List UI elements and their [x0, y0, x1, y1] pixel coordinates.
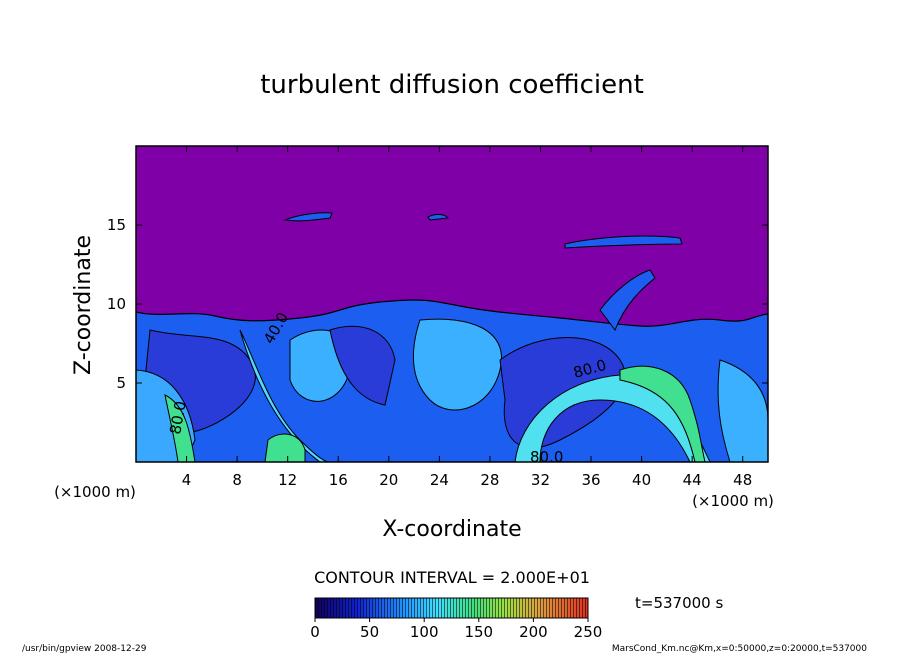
x-unit: (×1000 m) [692, 492, 774, 510]
field-region [164, 394, 196, 462]
x-tick-label: 40 [632, 471, 651, 489]
field-region [427, 214, 449, 221]
y-tick-label: 15 [107, 216, 126, 234]
x-axis-label: X-coordinate [382, 517, 521, 542]
x-tick-label: 24 [430, 471, 449, 489]
x-tick-label: 48 [733, 471, 752, 489]
y-tick-label: 10 [107, 295, 126, 313]
field-region [564, 235, 683, 249]
footer-left: /usr/bin/gpview 2008-12-29 [22, 644, 147, 654]
contour-label: 80.0 [166, 400, 190, 436]
x-tick-label: 8 [232, 471, 242, 489]
colorbar-tick-label: 0 [310, 623, 320, 641]
field-region [329, 325, 396, 406]
y-axis-label: Z-coordinate [71, 235, 96, 375]
x-tick-label: 4 [182, 471, 192, 489]
contour-interval: CONTOUR INTERVAL = 2.000E+01 [314, 568, 590, 587]
contour-label: 80.0 [530, 448, 563, 466]
contour-field: 40.0 80.0 80.0 80.0 [136, 146, 768, 466]
x-tick-label: 28 [480, 471, 499, 489]
y-unit: (×1000 m) [54, 483, 136, 501]
field-region [717, 359, 768, 462]
footer-right: MarsCond_Km.nc@Km,x=0:50000,z=0:20000,t=… [612, 644, 867, 654]
colorbar-tick-label: 100 [410, 623, 439, 641]
colorbar-tick-label: 150 [464, 623, 493, 641]
colorbar-frame [314, 597, 589, 619]
time-label: t=537000 s [635, 594, 723, 612]
y-tick-label: 5 [116, 374, 126, 392]
x-tick-label: 20 [379, 471, 398, 489]
colorbar-stripes [315, 598, 588, 618]
field-region [599, 269, 656, 332]
x-tick-label: 12 [278, 471, 297, 489]
field-region [264, 433, 306, 462]
x-tick-label: 16 [329, 471, 348, 489]
field-region [619, 365, 706, 462]
colorbar-tick-label: 250 [574, 623, 603, 641]
x-tick-label: 32 [531, 471, 550, 489]
field-region [283, 212, 333, 222]
chart-title: turbulent diffusion coefficient [260, 70, 644, 100]
colorbar-tick-label: 200 [519, 623, 548, 641]
x-tick-label: 36 [581, 471, 600, 489]
colorbar-tick-label: 50 [360, 623, 379, 641]
x-tick-label: 44 [683, 471, 702, 489]
field-region [412, 318, 502, 411]
field-region [239, 329, 350, 462]
